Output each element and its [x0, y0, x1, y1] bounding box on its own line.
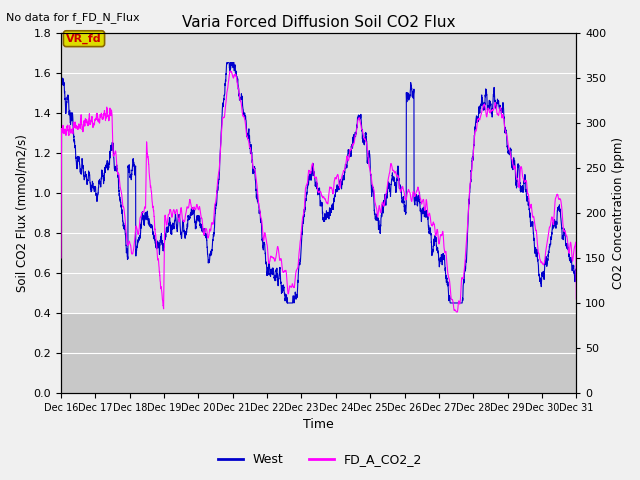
Bar [61, 313, 576, 393]
Text: No data for f_FD_N_Flux: No data for f_FD_N_Flux [6, 12, 140, 23]
Legend: West, FD_A_CO2_2: West, FD_A_CO2_2 [213, 448, 427, 471]
Y-axis label: Soil CO2 Flux (mmol/m2/s): Soil CO2 Flux (mmol/m2/s) [15, 134, 28, 292]
Text: VR_fd: VR_fd [66, 34, 102, 44]
X-axis label: Time: Time [303, 419, 334, 432]
Title: Varia Forced Diffusion Soil CO2 Flux: Varia Forced Diffusion Soil CO2 Flux [182, 15, 456, 30]
Y-axis label: CO2 Concentration (ppm): CO2 Concentration (ppm) [612, 137, 625, 289]
